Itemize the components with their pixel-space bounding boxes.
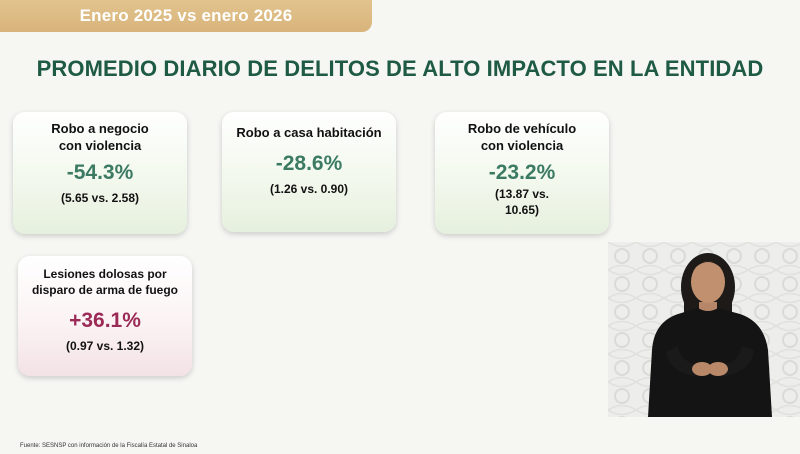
card-lesiones-dolosas: Lesiones dolosas por disparo de arma de … (18, 256, 192, 376)
card-change-value: -23.2% (488, 161, 556, 184)
card-comparison-line1: (13.87 vs. (494, 187, 550, 201)
card-label-line2: con violencia (480, 138, 564, 153)
card-robo-casa: Robo a casa habitación -28.6% (1.26 vs. … (222, 112, 396, 232)
card-label-line1: Lesiones dolosas por (43, 267, 167, 281)
card-change-value: -28.6% (275, 152, 343, 175)
card-label-line2: disparo de arma de fuego (31, 283, 179, 297)
period-banner-text: Enero 2025 vs enero 2026 (79, 6, 293, 25)
card-comparison-line2: 10.65) (504, 203, 540, 217)
card-change-value: -54.3% (66, 161, 134, 184)
card-comparison: (1.26 vs. 0.90) (269, 182, 349, 196)
period-banner: Enero 2025 vs enero 2026 (0, 0, 372, 32)
card-label-line2: con violencia (58, 138, 142, 153)
page-title: PROMEDIO DIARIO DE DELITOS DE ALTO IMPAC… (36, 56, 764, 81)
card-change-value: +36.1% (69, 309, 141, 332)
interpreter-figure-icon (608, 242, 800, 417)
card-label-line1: Robo de vehículo (467, 121, 577, 136)
card-robo-negocio: Robo a negocio con violencia -54.3% (5.6… (13, 112, 187, 234)
card-label-line1: Robo a negocio (51, 121, 149, 136)
source-note: Fuente: SESNSP con información de la Fis… (20, 443, 198, 449)
card-label-line1: Robo a casa habitación (236, 125, 382, 140)
sign-language-interpreter-video (608, 242, 800, 417)
card-comparison: (5.65 vs. 2.58) (60, 191, 140, 205)
card-robo-vehiculo: Robo de vehículo con violencia -23.2% (1… (435, 112, 609, 234)
card-comparison: (0.97 vs. 1.32) (65, 339, 145, 353)
